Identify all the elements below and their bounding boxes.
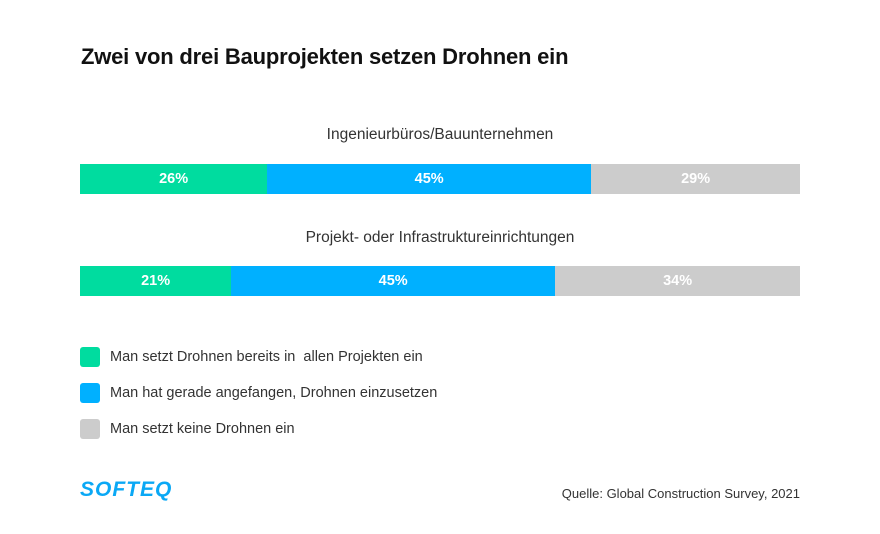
legend-label: Man setzt Drohnen bereits in allen Proje…: [110, 349, 423, 365]
stacked-bar-1: 21% 45% 34%: [80, 266, 800, 296]
softeq-logo: SOFTEQ: [80, 478, 173, 501]
bar-segment: 45%: [267, 164, 592, 194]
data-label: 29%: [681, 171, 711, 187]
legend-swatch: [80, 347, 100, 367]
data-label: 21%: [141, 273, 171, 289]
data-label: 34%: [663, 273, 693, 289]
category-label: Projekt- oder Infrastruktureinrichtungen: [305, 229, 575, 246]
bar-segment: 21%: [80, 266, 232, 296]
data-label: 45%: [378, 273, 408, 289]
legend-label: Man hat gerade angefangen, Drohnen einzu…: [110, 385, 438, 401]
legend-item: Man setzt Drohnen bereits in allen Proje…: [80, 347, 423, 367]
stacked-bar-0: 26% 45% 29%: [80, 164, 800, 194]
legend-swatch: [80, 383, 100, 403]
bar-segment: 45%: [231, 266, 556, 296]
legend-item: Man setzt keine Drohnen ein: [80, 419, 295, 439]
source-note: Quelle: Global Construction Survey, 2021: [561, 486, 800, 501]
bar-segment: 34%: [555, 266, 800, 296]
legend-label: Man setzt keine Drohnen ein: [110, 421, 295, 437]
category-label: Ingenieurbüros/Bauunternehmen: [326, 126, 554, 143]
bar-segment: 29%: [591, 164, 800, 194]
data-label: 45%: [414, 171, 444, 187]
legend-swatch: [80, 419, 100, 439]
chart-title: Zwei von drei Bauprojekten setzen Drohne…: [81, 44, 569, 69]
bar-segment: 26%: [80, 164, 268, 194]
legend-item: Man hat gerade angefangen, Drohnen einzu…: [80, 383, 437, 403]
data-label: 26%: [159, 171, 189, 187]
